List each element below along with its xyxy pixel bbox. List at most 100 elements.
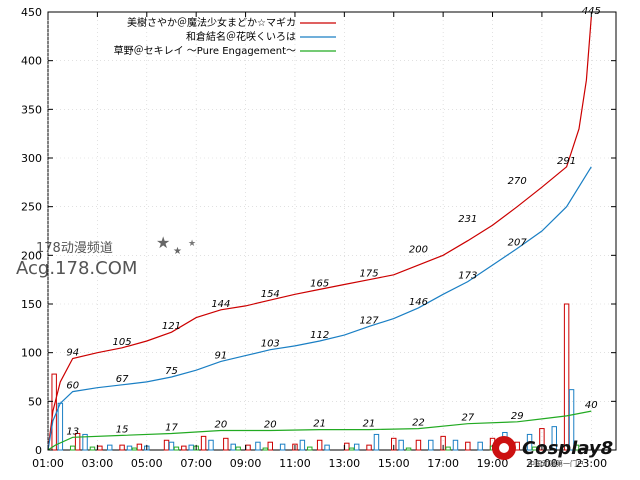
data-label: 200 [409,244,428,255]
x-tick-label: 09:00 [230,457,262,470]
data-label: 231 [458,214,477,225]
x-tick-label: 01:00 [32,457,64,470]
lines-layer [47,16,592,451]
x-tick-label: 13:00 [328,457,360,470]
data-label: 165 [310,278,329,289]
x-tick-label: 15:00 [378,457,410,470]
bar [69,445,76,451]
bar [208,439,214,451]
x-tick-label: 23:00 [575,457,607,470]
data-label: 175 [359,269,378,280]
data-label: 22 [412,418,425,429]
bar [563,303,570,451]
x-tick-label: 11:00 [279,457,311,470]
y-tick-label: 50 [28,395,42,408]
bar [82,433,88,451]
gridlines [47,12,616,450]
cosplay8-subtitle: 中国动漫第一门户 [528,459,584,468]
bars-layer [51,303,580,451]
bar [465,441,471,451]
bar [398,439,404,451]
bar [568,389,575,451]
data-label: 20 [264,420,277,431]
bar [299,439,306,451]
bar [279,443,286,451]
data-label: 144 [211,299,230,310]
watermark-178-line1: 178动漫频道 [36,241,113,256]
series-line-2 [47,410,592,451]
data-label: 105 [113,337,132,348]
bar [89,446,96,451]
bar [373,433,380,451]
data-label: 21 [363,419,376,430]
bar [573,444,580,451]
bar [119,444,125,451]
bar [223,437,229,451]
data-label: 291 [557,156,576,167]
bar [531,446,538,451]
legend-label-2: 草野＠セキレイ ～Pure Engagement～ [114,45,296,57]
data-label: 29 [511,411,524,422]
bar [349,447,355,451]
series-line-1 [47,166,592,451]
data-label: 15 [116,424,129,435]
data-label: 207 [508,238,528,249]
legend-label-1: 和倉結名＠花咲くいろは [186,30,296,43]
bar [136,443,143,451]
data-label: 146 [409,297,428,308]
bar [131,447,138,451]
watermark-178-line2: Acg.178.COM [16,258,137,279]
bar [200,435,207,451]
star-icon: ★ [173,246,182,257]
y-tick-label: 300 [21,152,42,165]
bar [74,432,81,451]
data-label: 60 [66,381,79,392]
y-tick-label: 250 [21,201,42,214]
x-tick-label: 21:00 [526,457,558,470]
bar [255,441,261,451]
data-label: 270 [508,176,527,187]
x-tick-label: 03:00 [82,457,114,470]
y-tick-label: 100 [21,347,42,360]
data-label: 40 [585,400,598,411]
bar [366,444,372,451]
x-tick-label: 17:00 [427,457,459,470]
y-tick-label: 0 [35,444,42,457]
bar [307,446,313,451]
y-tick-label: 200 [21,249,42,262]
y-tick-label: 150 [21,298,42,311]
star-icon: ★ [188,239,196,249]
data-label: 17 [165,422,178,433]
data-label: 91 [215,350,228,361]
data-label: 121 [162,321,181,332]
legend-label-0: 美樹さやか＠魔法少女まどか☆マギカ [127,16,296,29]
bar [353,443,360,451]
cosplay8-logo-text: Cosplay8 [522,438,613,459]
data-label: 445 [582,6,601,17]
data-label: 21 [313,419,326,430]
data-label: 20 [215,420,228,431]
bar [267,441,273,451]
series-line-0 [47,16,592,451]
bar [324,444,330,451]
watermark-178: 178动漫频道 Acg.178.COM ★ ★ ★ [16,233,196,279]
x-tick-label: 05:00 [131,457,163,470]
bar [262,447,269,451]
x-tick-label: 07:00 [180,457,212,470]
data-label: 67 [116,374,129,385]
bar [107,444,113,451]
bar [415,439,422,451]
bar [316,439,323,451]
bar [428,439,434,451]
data-label: 27 [461,413,474,424]
bar [405,447,412,451]
bar [181,445,187,451]
bar [445,446,451,451]
cosplay8-logo-inner-icon [499,443,509,453]
legend: 美樹さやか＠魔法少女まどか☆マギカ 和倉結名＠花咲くいろは 草野＠セキレイ ～P… [114,16,336,57]
y-tick-label: 350 [21,103,42,116]
bar [452,439,459,451]
watermark-cosplay8: Cosplay8 中国动漫第一门户 [492,436,613,468]
x-tick-label: 19:00 [477,457,509,470]
